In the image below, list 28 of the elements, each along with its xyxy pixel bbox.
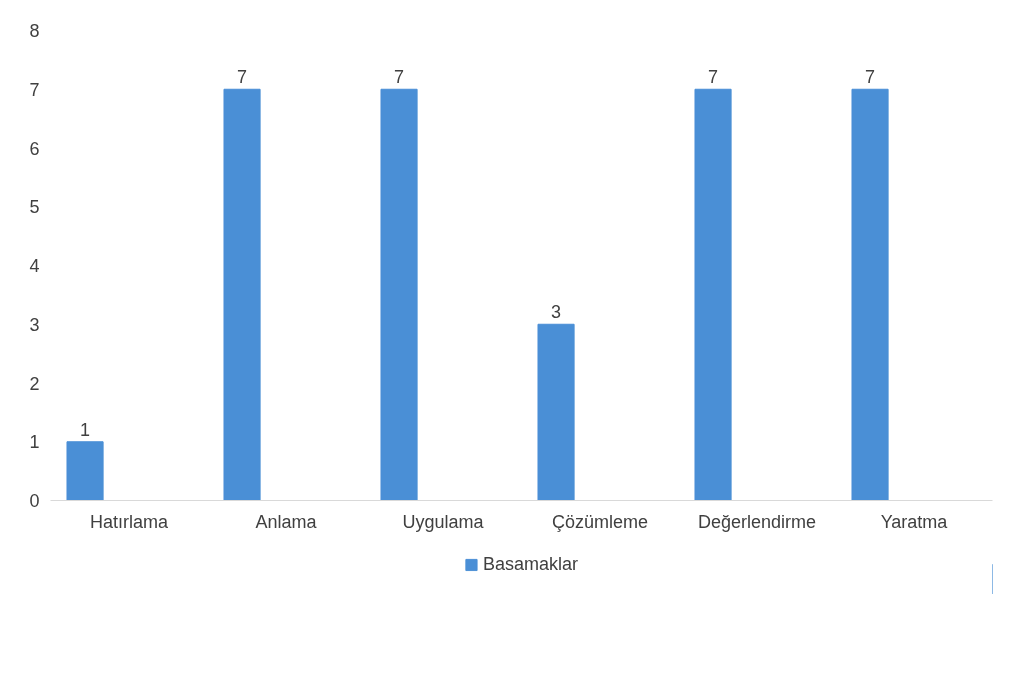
y-tick-label: 5 (29, 197, 40, 218)
x-tick-label: Çözümleme (551, 511, 649, 532)
data-label: 7 (708, 67, 719, 88)
data-label: 1 (80, 419, 91, 440)
bar (694, 88, 732, 501)
y-tick-label: 7 (29, 79, 40, 100)
y-tick-label: 4 (29, 256, 40, 276)
bar (223, 88, 261, 501)
x-tick-label: Uygulama (402, 511, 485, 532)
legend-label: Basamaklar (482, 553, 579, 575)
bar (66, 441, 104, 501)
bar (380, 88, 418, 501)
data-label: 3 (551, 302, 562, 323)
data-label: 7 (237, 67, 248, 88)
data-label: 7 (865, 67, 876, 88)
x-tick-label: Yaratma (880, 511, 949, 532)
y-tick-label: 8 (29, 21, 40, 41)
y-tick-label: 2 (29, 373, 40, 394)
y-tick-label: 1 (29, 432, 40, 453)
bar (851, 88, 889, 501)
y-tick-label: 3 (29, 314, 40, 335)
x-tick-label: Hatırlama (89, 511, 169, 532)
y-tick-label: 6 (29, 138, 40, 159)
bar (537, 323, 575, 501)
y-tick-label: 0 (29, 491, 40, 511)
data-label: 7 (394, 67, 405, 88)
x-tick-label: Anlama (255, 511, 318, 532)
x-tick-label: Değerlendirme (697, 511, 817, 532)
